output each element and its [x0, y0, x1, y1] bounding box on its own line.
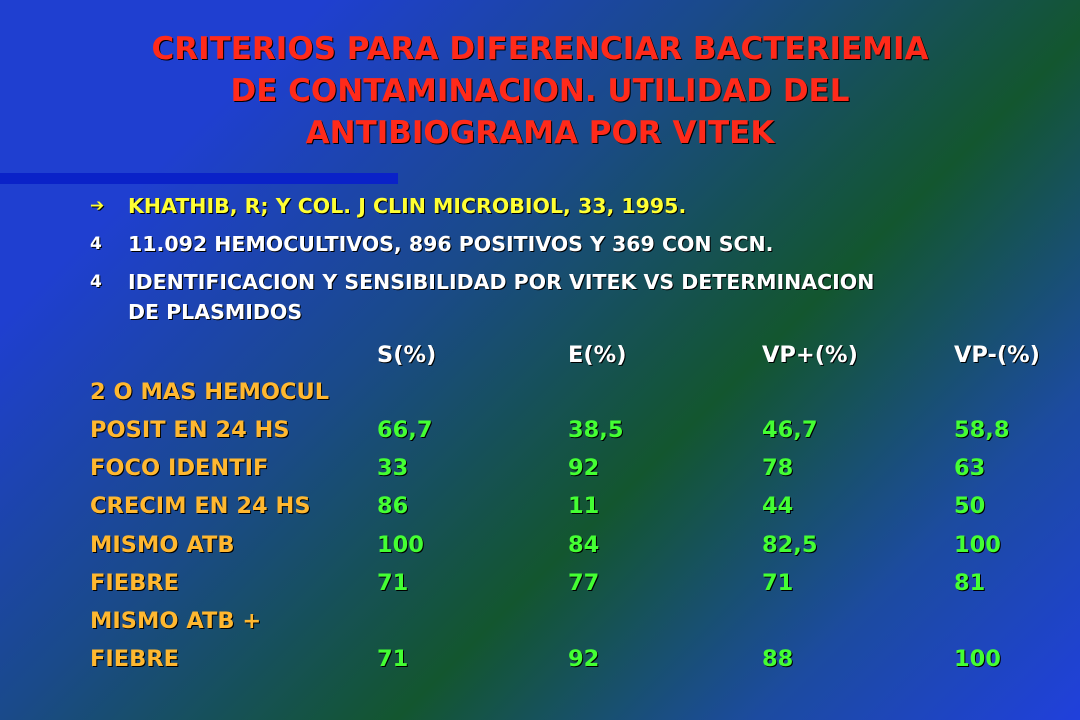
- header-specificity: E(%): [568, 342, 627, 368]
- header-sensitivity: S(%): [377, 342, 437, 368]
- cell-e: 38,5: [568, 417, 624, 443]
- header-vp-negative: VP-(%): [954, 342, 1040, 368]
- identificacion-text-line-1: IDENTIFICACION Y SENSIBILIDAD POR VITEK …: [128, 270, 875, 294]
- row-label: FIEBRE: [90, 646, 179, 672]
- row-label: 2 O MAS HEMOCUL: [90, 379, 330, 405]
- reference-text: KHATHIB, R; Y COL. J CLIN MICROBIOL, 33,…: [128, 194, 687, 218]
- cell-vp-pos: 71: [762, 570, 794, 596]
- row-label: MISMO ATB: [90, 532, 235, 558]
- title-line-1: CRITERIOS PARA DIFERENCIAR BACTERIEMIA: [151, 31, 929, 67]
- cell-vp-neg: 81: [954, 570, 986, 596]
- cell-e: 84: [568, 532, 600, 558]
- cell-s: 86: [377, 493, 409, 519]
- header-vp-positive: VP+(%): [762, 342, 858, 368]
- cell-e: 92: [568, 455, 600, 481]
- arrow-bullet-icon: ➔: [90, 196, 105, 216]
- slide-title: CRITERIOS PARA DIFERENCIAR BACTERIEMIA D…: [0, 28, 1080, 154]
- cell-vp-pos: 46,7: [762, 417, 818, 443]
- cell-e: 92: [568, 646, 600, 672]
- hemocultivos-text: 11.092 HEMOCULTIVOS, 896 POSITIVOS Y 369…: [128, 232, 774, 256]
- title-divider: [0, 173, 398, 184]
- cell-e: 77: [568, 570, 600, 596]
- cell-e: 11: [568, 493, 600, 519]
- cell-vp-pos: 44: [762, 493, 794, 519]
- cell-s: 33: [377, 455, 409, 481]
- row-label: MISMO ATB +: [90, 608, 262, 634]
- cell-vp-neg: 58,8: [954, 417, 1010, 443]
- cell-s: 71: [377, 646, 409, 672]
- cell-vp-neg: 100: [954, 646, 1001, 672]
- cell-vp-pos: 78: [762, 455, 794, 481]
- cell-vp-pos: 82,5: [762, 532, 818, 558]
- row-label: CRECIM EN 24 HS: [90, 493, 311, 519]
- row-label: POSIT EN 24 HS: [90, 417, 290, 443]
- check-bullet-icon: 4: [90, 234, 102, 254]
- title-line-2: DE CONTAMINACION. UTILIDAD DEL: [230, 73, 850, 109]
- row-label: FIEBRE: [90, 570, 179, 596]
- cell-vp-pos: 88: [762, 646, 794, 672]
- cell-s: 71: [377, 570, 409, 596]
- cell-vp-neg: 100: [954, 532, 1001, 558]
- cell-s: 100: [377, 532, 424, 558]
- identificacion-text-line-2: DE PLASMIDOS: [128, 300, 303, 324]
- cell-vp-neg: 50: [954, 493, 986, 519]
- cell-vp-neg: 63: [954, 455, 986, 481]
- cell-s: 66,7: [377, 417, 433, 443]
- title-line-3: ANTIBIOGRAMA POR VITEK: [305, 115, 775, 151]
- row-label: FOCO IDENTIF: [90, 455, 269, 481]
- check-bullet-icon: 4: [90, 272, 102, 292]
